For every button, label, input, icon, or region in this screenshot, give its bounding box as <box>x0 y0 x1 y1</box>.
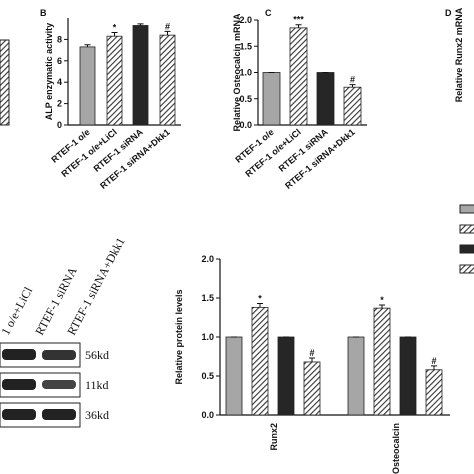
bar <box>262 72 281 126</box>
bar <box>132 25 149 126</box>
lane-label: RTEF-1 siRNA+Dkk1 <box>64 235 127 337</box>
error-bar <box>309 357 315 362</box>
error-bar <box>257 302 263 308</box>
y-tick-label: 1.5 <box>201 293 214 303</box>
lane-label: 1 o/e+LiCl <box>0 284 36 337</box>
y-tick-label: 0.0 <box>201 410 214 420</box>
bar <box>106 35 123 126</box>
x-tick-label: Runx2 <box>269 423 279 451</box>
error-bar <box>379 304 385 309</box>
y-tick-label: 0.5 <box>201 371 214 381</box>
significance-label: # <box>165 21 170 31</box>
bar <box>425 369 443 416</box>
bar <box>277 336 295 416</box>
error-bar <box>111 31 118 37</box>
error-bar <box>349 84 356 88</box>
y-axis-label: Relative Osteocalcin mRNA <box>232 13 242 132</box>
y-tick-label: 1.0 <box>201 332 214 342</box>
band-label: 11kd <box>85 378 109 392</box>
error-bar <box>164 30 171 36</box>
y-tick-label: 0 <box>57 120 62 130</box>
cropped-bar <box>0 39 10 126</box>
band-label: 56kd <box>85 348 109 362</box>
error-bar <box>431 365 437 370</box>
bar <box>289 27 308 126</box>
panel-label: B <box>40 8 47 18</box>
legend-swatches <box>459 204 474 274</box>
error-bar <box>295 24 302 28</box>
x-tick-label: Osteocalcin <box>391 423 401 474</box>
significance-label: *** <box>293 15 304 25</box>
y-axis-label: ALP enzymatic activity <box>44 23 54 120</box>
bar <box>251 306 269 416</box>
bar <box>303 361 321 416</box>
y-tick-label: 6 <box>57 56 62 66</box>
y-tick-label: 0.5 <box>239 94 252 104</box>
bar <box>343 86 362 126</box>
y-tick-label: 2 <box>57 99 62 109</box>
significance-label: # <box>350 75 355 85</box>
error-bar <box>84 44 91 47</box>
y-tick-label: 4 <box>57 77 62 87</box>
y-tick-label: 2.0 <box>239 15 252 25</box>
bar <box>79 46 96 126</box>
y-tick-label: 2.0 <box>201 254 214 264</box>
bar <box>159 34 176 126</box>
panel-label: C <box>265 8 272 18</box>
y-axis-label: Relative Runx2 mRNA <box>454 7 464 102</box>
y-tick-label: 8 <box>57 34 62 44</box>
error-bar <box>137 23 144 26</box>
panel-label: D <box>445 8 452 18</box>
bar <box>225 336 243 416</box>
significance-label: * <box>258 293 262 303</box>
y-tick-label: 0.0 <box>239 120 252 130</box>
significance-label: # <box>431 356 436 366</box>
western-blot: 56kd 11kd 36kd 1 o/e+LiCl RTEF-1 siRNA R… <box>0 235 128 428</box>
bar <box>347 336 365 416</box>
y-tick-label: 1.5 <box>239 41 252 51</box>
bar <box>399 336 417 416</box>
y-axis-label: Relative protein levels <box>174 289 184 384</box>
bar <box>373 307 391 416</box>
bar <box>316 72 335 126</box>
y-tick-label: 1.0 <box>239 68 252 78</box>
band-label: 36kd <box>85 408 109 422</box>
significance-label: * <box>113 22 117 32</box>
significance-label: # <box>309 348 314 358</box>
significance-label: * <box>380 295 384 305</box>
